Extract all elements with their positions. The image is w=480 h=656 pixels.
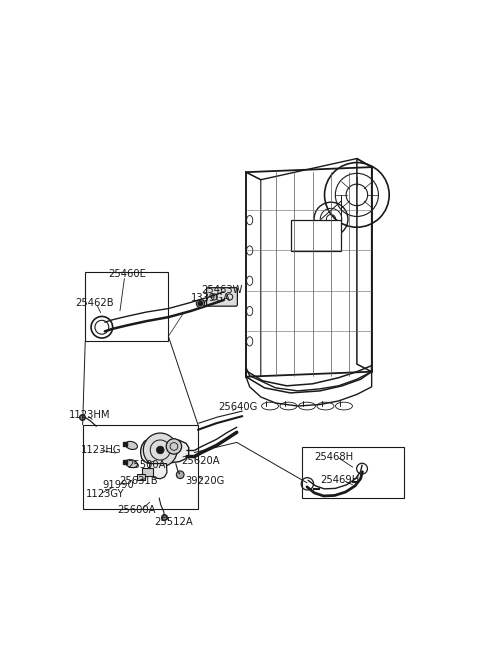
Text: 1339GA: 1339GA <box>192 293 231 304</box>
FancyBboxPatch shape <box>206 288 238 306</box>
Text: 25462B: 25462B <box>75 298 114 308</box>
Text: 25460E: 25460E <box>108 269 146 279</box>
Text: 25468H: 25468H <box>314 451 353 462</box>
Circle shape <box>176 471 184 479</box>
Text: 1123HG: 1123HG <box>81 445 121 455</box>
Bar <box>137 474 144 480</box>
Text: 25631B: 25631B <box>120 476 158 486</box>
Circle shape <box>156 446 164 454</box>
Bar <box>85 272 168 341</box>
Bar <box>302 447 404 498</box>
Text: 39220G: 39220G <box>185 476 224 486</box>
Bar <box>291 220 341 251</box>
Text: 25620A: 25620A <box>181 456 220 466</box>
Bar <box>143 468 153 476</box>
Text: 25640G: 25640G <box>218 402 258 412</box>
Text: 25512A: 25512A <box>155 517 193 527</box>
Text: 25463W: 25463W <box>201 285 242 295</box>
Circle shape <box>166 439 181 454</box>
Text: 91990: 91990 <box>103 480 134 490</box>
Polygon shape <box>149 464 167 479</box>
Circle shape <box>91 316 113 338</box>
Ellipse shape <box>125 460 137 468</box>
Ellipse shape <box>125 441 137 449</box>
Bar <box>83 424 198 509</box>
Text: 1123HM: 1123HM <box>69 409 111 420</box>
Text: 1123GY: 1123GY <box>86 489 125 499</box>
Circle shape <box>144 433 177 467</box>
Text: 25600A: 25600A <box>118 505 156 515</box>
Text: 25469H: 25469H <box>320 476 359 485</box>
Polygon shape <box>141 438 189 464</box>
Text: 25500A: 25500A <box>128 460 166 470</box>
